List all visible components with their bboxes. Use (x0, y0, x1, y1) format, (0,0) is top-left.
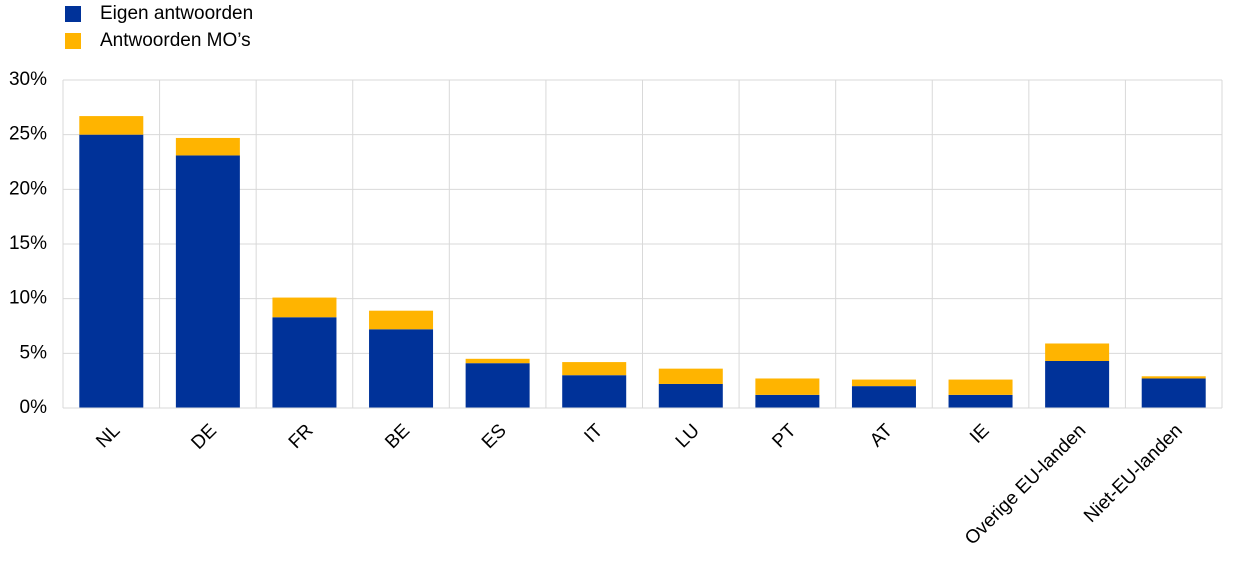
bar-segment (562, 375, 627, 408)
bar-segment (562, 362, 627, 376)
x-tick-label: Niet-EU-landen (1080, 420, 1187, 527)
bar-segment (851, 386, 916, 408)
bar-segment (1045, 343, 1110, 361)
bar-segment (1141, 378, 1206, 408)
x-tick-label: BE (381, 420, 414, 453)
legend-label: Eigen antwoorden (100, 3, 253, 24)
x-tick-label: AT (866, 420, 897, 451)
bar-segment (658, 368, 723, 384)
legend-swatch (65, 6, 81, 22)
bar-segment (948, 394, 1013, 408)
bar-segment (658, 383, 723, 408)
x-tick-label: ES (478, 420, 511, 453)
bar-segment (79, 134, 144, 408)
bar-segment (465, 358, 530, 364)
bar-segment (755, 378, 820, 395)
bar-segment (175, 155, 240, 408)
bar-segment (272, 297, 337, 318)
bar-segment (1045, 360, 1110, 408)
y-tick-label: 5% (20, 342, 48, 363)
bar-segment (948, 379, 1013, 395)
x-tick-label: IE (966, 420, 994, 448)
y-tick-label: 15% (9, 233, 47, 254)
x-tick-label: IT (580, 420, 607, 447)
x-tick-label: FR (285, 420, 318, 453)
y-tick-label: 10% (9, 288, 47, 309)
y-tick-label: 20% (9, 178, 47, 199)
bar-segment (369, 310, 434, 330)
bar-segment (272, 317, 337, 408)
x-tick-label: DE (187, 420, 221, 454)
bar-segment (369, 329, 434, 408)
bar-segment (755, 394, 820, 408)
legend-label: Antwoorden MO’s (100, 30, 251, 51)
bar-segment (1141, 376, 1206, 379)
y-tick-label: 30% (9, 69, 47, 90)
bar-segment (79, 116, 144, 135)
y-tick-label: 0% (20, 397, 48, 418)
x-tick-label: PT (768, 420, 800, 452)
y-tick-label: 25% (9, 124, 47, 145)
bar-segment (175, 137, 240, 156)
x-tick-label: LU (672, 420, 704, 452)
bar-segment (851, 379, 916, 387)
x-tick-label: NL (92, 420, 124, 452)
bar-segment (465, 363, 530, 408)
legend-swatch (65, 33, 81, 49)
